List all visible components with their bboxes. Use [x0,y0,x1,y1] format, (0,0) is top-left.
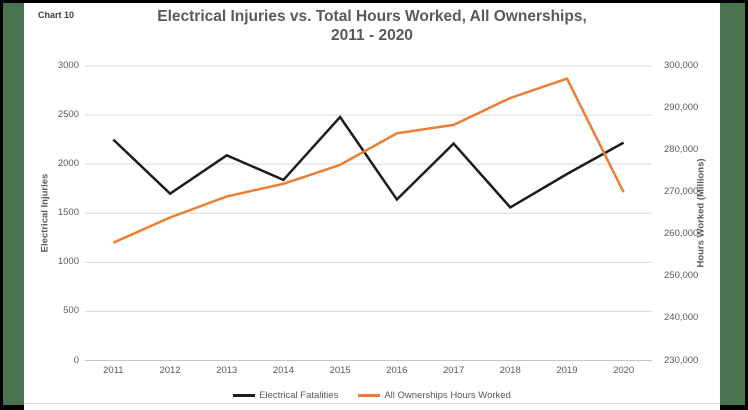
slide-background [24,3,720,410]
legend-line-swatch-orange [358,394,381,397]
y-left-tick-label: 3000 [57,60,79,71]
y-left-tick-label: 0 [73,354,79,366]
slide-left-green-border [3,3,24,405]
x-axis-category-label: 2018 [499,365,521,376]
x-axis-category-label: 2012 [159,365,181,376]
x-axis-category-label: 2011 [103,365,124,376]
left-axis-title: Electrical Injuries [39,173,51,253]
y-right-tick-label: 250,000 [664,270,699,282]
y-left-tick-label: 2000 [57,158,79,170]
chart-title-line2: 2011 - 2020 [331,27,413,44]
right-axis-title: Hours Worked (Millions) [695,158,707,268]
y-right-tick-label: 240,000 [664,312,699,324]
chart-title: Electrical Injuries vs. Total Hours Work… [24,7,720,45]
y-right-tick-label: 280,000 [664,144,699,156]
y-right-tick-label: 290,000 [664,102,699,114]
series-line-hours-worked [112,77,625,244]
legend-label-fatalities: Electrical Fatalities [259,390,339,401]
chart-object-bottom-edge [24,403,720,404]
y-right-tick-label: 270,000 [664,186,699,198]
slide-right-green-border [720,3,745,405]
y-left-tick-label: 500 [63,305,79,317]
y-right-tick-label: 300,000 [664,60,699,71]
y-left-tick-label: 1500 [57,207,79,219]
legend-item-fatalities: Electrical Fatalities [233,390,338,401]
legend-item-hours-worked: All Ownerships Hours Worked [358,390,511,401]
chart-legend: Electrical Fatalities All Ownerships Hou… [24,390,720,401]
chart-title-line1: Electrical Injuries vs. Total Hours Work… [157,8,587,25]
x-axis-category-label: 2014 [272,365,294,376]
legend-line-swatch-black [233,394,256,397]
x-axis-category-label: 2015 [329,365,351,376]
chart-number-label: Chart 10 [38,10,75,20]
x-axis-category-label: 2020 [613,365,635,376]
y-left-tick-label: 2500 [57,109,79,121]
legend-label-hours-worked: All Ownerships Hours Worked [384,390,511,401]
x-axis-category-label: 2016 [386,365,408,376]
y-right-tick-label: 230,000 [664,354,699,366]
y-right-tick-label: 260,000 [664,228,699,240]
x-axis-category-label: 2017 [442,365,465,376]
x-axis-category-label: 2013 [216,365,238,376]
y-left-tick-label: 1000 [57,256,79,268]
series-line-fatalities [112,114,625,209]
x-axis-category-label: 2019 [556,365,578,376]
